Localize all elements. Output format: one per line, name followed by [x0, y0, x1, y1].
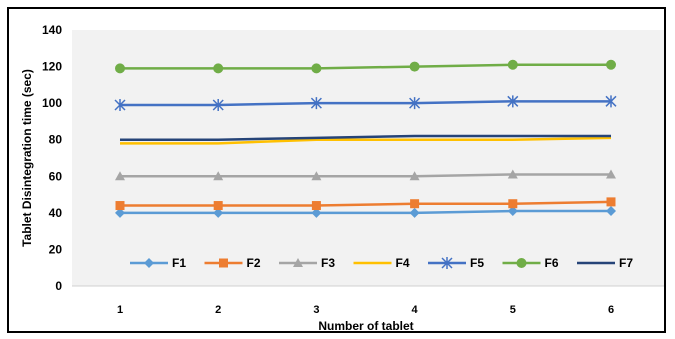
x-tick-label: 3: [313, 304, 319, 316]
data-point-marker: [606, 197, 616, 207]
legend-item: F7: [577, 256, 633, 270]
legend-swatch-marker: [144, 258, 154, 268]
x-tick-label: 6: [608, 304, 614, 316]
y-tick-label: 20: [49, 242, 63, 256]
legend-swatch-marker: [293, 258, 303, 267]
plot-area: [72, 30, 664, 286]
data-point-marker: [311, 207, 322, 218]
data-point-marker: [605, 95, 617, 108]
data-point-marker: [115, 201, 125, 211]
legend: F1 F2 F3 F4 F5 F6 F7: [130, 256, 633, 270]
data-point-marker: [409, 61, 420, 72]
data-point-marker: [115, 171, 125, 181]
y-axis-ticks: 0 20 40 60 80 100 120 140: [42, 23, 62, 293]
legend-item: F3: [279, 256, 335, 270]
legend-label: F3: [321, 256, 335, 270]
series-f3: [115, 169, 616, 181]
legend-item: F6: [502, 256, 559, 270]
x-tick-label: 1: [117, 304, 123, 316]
series-f1: [115, 206, 616, 218]
series-f5: [114, 95, 617, 111]
series-line-f3: [120, 173, 611, 178]
y-tick-label: 120: [42, 60, 62, 74]
data-point-marker: [115, 63, 125, 74]
legend-label: F7: [619, 256, 633, 270]
data-point-marker: [115, 207, 125, 218]
data-point-marker: [409, 171, 420, 181]
series-f6: [115, 59, 616, 74]
legend-label: F4: [396, 256, 410, 270]
x-axis-label: Number of tablet: [318, 319, 413, 333]
data-point-marker: [410, 199, 420, 209]
data-point-marker: [311, 201, 321, 211]
x-tick-label: 5: [510, 304, 516, 316]
data-point-marker: [213, 207, 224, 218]
legend-label: F6: [545, 256, 559, 270]
x-axis-ticks: 1 2 3 4 5 6: [117, 304, 614, 316]
series-f7: [120, 134, 611, 141]
legend-item: F5: [428, 256, 484, 270]
series-line-f4: [120, 136, 612, 145]
data-point-marker: [311, 171, 322, 181]
data-point-marker: [507, 169, 518, 179]
data-point-marker: [213, 201, 223, 211]
x-tick-label: 2: [215, 304, 221, 316]
legend-item: F1: [130, 256, 186, 270]
y-tick-label: 140: [42, 23, 62, 37]
data-point-marker: [310, 97, 322, 110]
series-line-f2: [120, 200, 612, 207]
legend-swatch-marker: [441, 257, 453, 269]
data-point-marker: [606, 59, 616, 70]
data-point-marker: [311, 63, 322, 74]
data-point-marker: [508, 199, 518, 209]
series-line-f6: [120, 63, 611, 70]
y-tick-label: 80: [49, 133, 63, 147]
y-tick-label: 100: [42, 96, 62, 110]
data-point-marker: [606, 206, 616, 217]
data-point-marker: [507, 59, 518, 70]
data-point-marker: [114, 98, 126, 111]
data-point-marker: [409, 207, 420, 218]
series-f4: [120, 136, 612, 145]
legend-label: F5: [470, 256, 484, 270]
data-point-marker: [507, 95, 519, 108]
data-point-marker: [212, 98, 224, 111]
y-axis-label: Tablet Disintegration time (sec): [20, 69, 34, 247]
legend-swatch-marker: [516, 258, 527, 268]
legend-swatch-marker: [219, 258, 228, 268]
series-layer: [114, 59, 617, 218]
data-point-marker: [507, 206, 518, 217]
x-tick-label: 4: [412, 304, 419, 316]
data-point-marker: [213, 171, 224, 181]
series-line-f7: [120, 134, 611, 141]
series-line-f1: [120, 209, 611, 215]
series-line-f5: [120, 100, 611, 107]
legend-label: F1: [172, 256, 186, 270]
y-tick-label: 60: [49, 169, 63, 183]
data-point-marker: [606, 169, 616, 179]
series-f2: [115, 197, 616, 211]
legend-item: F2: [204, 256, 261, 270]
data-point-marker: [213, 63, 224, 74]
y-tick-label: 40: [49, 206, 63, 220]
data-point-marker: [409, 97, 421, 110]
legend-item: F4: [353, 256, 410, 270]
y-tick-label: 0: [55, 279, 62, 293]
legend-label: F2: [247, 256, 261, 270]
